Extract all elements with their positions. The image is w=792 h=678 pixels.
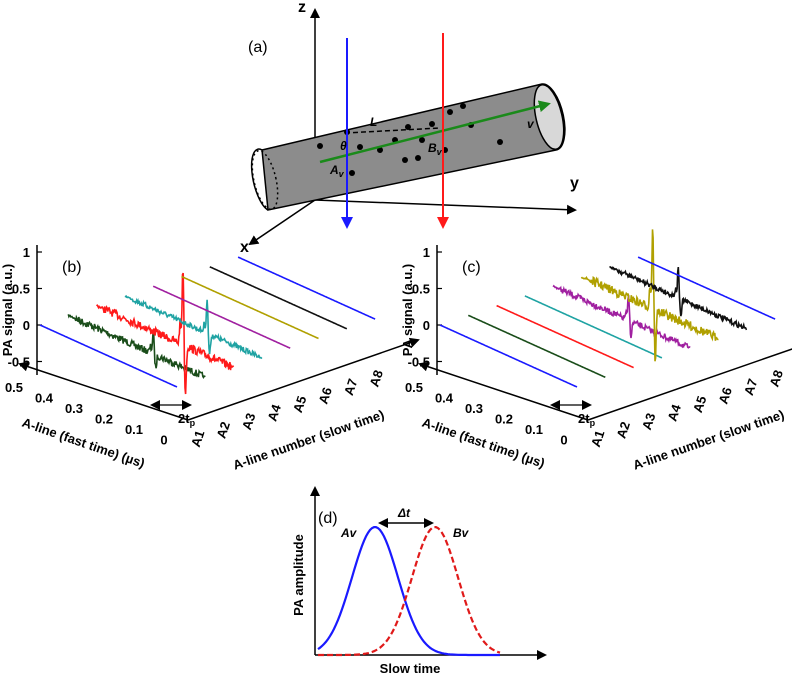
- slow-tick-label: A6: [316, 385, 335, 405]
- panel-a: (a) z y x L θ Av Bv v: [240, 0, 579, 256]
- slow-tick-label: A6: [716, 385, 735, 405]
- pulse-main: 2t: [178, 411, 190, 426]
- curve-b: [318, 526, 501, 657]
- panel-label: (c): [462, 259, 481, 276]
- signal-tick-label: 0.5: [412, 282, 430, 297]
- delay-label: Δt: [397, 506, 411, 520]
- slow-tick-label: A2: [214, 420, 233, 440]
- pulse-label: 2tp: [178, 411, 196, 428]
- slow-tick-label: A4: [665, 402, 685, 423]
- trace: [181, 275, 319, 340]
- trace: [637, 256, 776, 320]
- pulse-sub: p: [590, 418, 596, 428]
- panel-label: (a): [248, 39, 268, 56]
- y-label: PA amplitude: [291, 534, 306, 616]
- x-axis: [248, 199, 316, 246]
- fast-axis: [18, 361, 189, 421]
- signal-tick-label: 0: [23, 318, 30, 333]
- slow-tick-label: A1: [588, 428, 607, 448]
- trace: [152, 285, 291, 349]
- trace: [467, 314, 606, 379]
- x-label: Slow time: [380, 661, 441, 676]
- y-axis: [314, 199, 577, 215]
- fast-tick-label: 0.4: [35, 391, 54, 406]
- panel-b: (b)10.50-0.5PA signal (a.u.)0.50.40.30.2…: [0, 245, 420, 473]
- slow-tick-label: A5: [290, 394, 309, 414]
- signal-tick-label: 1: [23, 245, 30, 260]
- fast-tick-label: 0.5: [5, 380, 23, 395]
- fast-tick-label: 0: [560, 433, 567, 448]
- trace: [124, 294, 263, 360]
- curve-label: Av: [340, 526, 358, 540]
- trace: [95, 272, 235, 395]
- point-label: Bv: [428, 141, 443, 157]
- signal-label: PA signal (a.u.): [400, 264, 415, 356]
- vessel-edge: [250, 148, 269, 211]
- velocity-label: v: [527, 117, 535, 131]
- panel-label: (d): [318, 510, 338, 527]
- panel-d: (d) Δt Av Bv PA amplitude Slow time: [291, 486, 547, 676]
- fast-axis: [418, 361, 589, 421]
- slow-tick-label: A7: [741, 377, 760, 397]
- signal-tick-label: 0: [423, 318, 430, 333]
- trace: [67, 314, 206, 380]
- pulse-label: 2tp: [578, 411, 596, 428]
- fast-tick-label: 0.4: [435, 391, 454, 406]
- flow-arrow: [319, 100, 551, 164]
- slow-tick-label: A5: [690, 394, 709, 414]
- curve-a: [317, 526, 500, 657]
- curve-label: Bv: [453, 526, 470, 540]
- slow-axis: [187, 337, 420, 421]
- slow-tick-label: A8: [367, 368, 386, 388]
- trace: [237, 256, 376, 320]
- trace: [39, 324, 178, 388]
- fast-tick-label: 0.3: [465, 401, 483, 416]
- fast-tick-label: 0.2: [95, 412, 113, 427]
- vessel: [261, 83, 566, 211]
- signal-label: PA signal (a.u.): [0, 264, 15, 356]
- fast-tick-label: 0.1: [125, 422, 143, 437]
- slow-tick-label: A4: [265, 402, 285, 423]
- fast-tick-label: 0.2: [495, 412, 513, 427]
- signal-tick-label: 0.5: [12, 282, 30, 297]
- pulse-sub: p: [190, 418, 196, 428]
- fast-tick-label: 0.1: [525, 422, 543, 437]
- slow-tick-label: A1: [188, 428, 207, 448]
- trace: [524, 295, 663, 359]
- panel-label: (b): [62, 259, 82, 276]
- trace: [552, 284, 691, 349]
- trace: [209, 266, 348, 330]
- trace: [580, 229, 719, 362]
- axis-label: z: [298, 0, 306, 16]
- slow-tick-label: A3: [639, 411, 658, 431]
- slow-tick-label: A7: [341, 377, 360, 397]
- axis-label: x: [240, 239, 249, 256]
- point-label: Av: [329, 163, 345, 179]
- angle-label: θ: [340, 139, 347, 153]
- axis-label: y: [570, 175, 579, 192]
- pulse-main: 2t: [578, 411, 590, 426]
- slow-tick-label: A2: [614, 420, 633, 440]
- panel-c: (c)10.50-0.5PA signal (a.u.)0.50.40.30.2…: [400, 229, 792, 473]
- fast-tick-label: 0.3: [65, 401, 83, 416]
- slow-tick-label: A3: [239, 411, 258, 431]
- trace: [439, 324, 578, 388]
- length-label: L: [370, 115, 377, 129]
- fast-tick-label: 0: [160, 433, 167, 448]
- trace: [609, 265, 748, 331]
- signal-tick-label: 1: [423, 245, 430, 260]
- vessel-start: [251, 149, 279, 211]
- fast-tick-label: 0.5: [405, 380, 423, 395]
- slow-tick-label: A8: [767, 368, 786, 388]
- particles: [317, 103, 503, 176]
- slow-axis: [587, 348, 792, 421]
- trace: [496, 304, 634, 369]
